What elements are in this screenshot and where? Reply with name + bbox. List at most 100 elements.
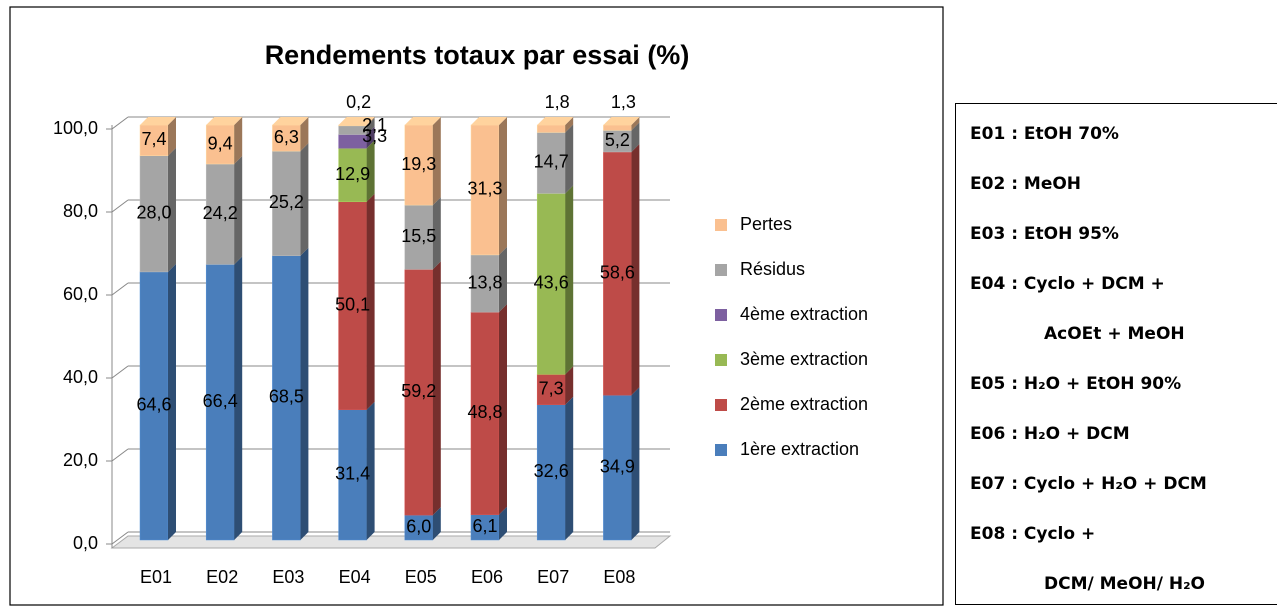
bar-side xyxy=(168,263,176,540)
bar-side xyxy=(366,140,375,202)
legend-swatch xyxy=(715,399,727,411)
legend-swatch xyxy=(715,354,727,366)
bar-side xyxy=(565,396,574,540)
data-label: 6,0 xyxy=(406,516,431,536)
bar-segment xyxy=(536,404,566,541)
data-label: 5,2 xyxy=(605,130,630,150)
bar-side xyxy=(631,143,640,396)
x-tick-label: E05 xyxy=(405,567,437,587)
data-label: 43,6 xyxy=(534,273,569,293)
bar-side xyxy=(631,122,640,152)
bar-top xyxy=(603,117,640,125)
x-tick-label: E06 xyxy=(471,567,503,587)
grid-line xyxy=(111,199,129,213)
legend-label: Pertes xyxy=(740,214,792,234)
bar-side xyxy=(366,117,375,126)
bar-side xyxy=(234,117,243,165)
solvent-line: E05 : H₂O + EtOH 90% xyxy=(970,374,1182,394)
grid-line xyxy=(111,282,129,296)
legend-swatch xyxy=(715,444,727,456)
bar-side xyxy=(168,147,176,272)
bar-side xyxy=(631,387,640,540)
floor xyxy=(110,535,672,549)
solvent-line: AcOEt + MeOH xyxy=(1044,324,1185,344)
bar-side xyxy=(234,156,243,265)
bar-side xyxy=(432,197,441,270)
data-label: 31,4 xyxy=(335,464,370,484)
data-label: 25,2 xyxy=(269,192,304,212)
data-label: 15,5 xyxy=(401,226,436,246)
bar-segment xyxy=(404,269,434,516)
bar-top xyxy=(140,117,176,125)
bar-segment xyxy=(404,124,434,206)
data-label: 2,1 xyxy=(362,115,387,135)
legend-label: 1ère extraction xyxy=(740,439,859,459)
bar-segment xyxy=(338,147,367,203)
bar-side xyxy=(366,126,375,149)
bar-side xyxy=(300,117,309,152)
solvent-line: E03 : EtOH 95% xyxy=(970,224,1119,244)
bar-side xyxy=(432,261,441,516)
bar-segment xyxy=(536,193,566,375)
bar-side xyxy=(499,304,507,515)
bar-side xyxy=(432,117,441,206)
data-label: 32,6 xyxy=(534,461,569,481)
bar-segment xyxy=(536,374,566,405)
legend-label: Résidus xyxy=(740,259,805,279)
bar-segment xyxy=(536,124,566,133)
data-label: 59,2 xyxy=(401,381,436,401)
bar-top xyxy=(338,117,375,125)
grid-line xyxy=(111,448,129,462)
x-tick-label: E02 xyxy=(206,567,238,587)
legend-label: 4ème extraction xyxy=(740,304,868,324)
data-label: 0,2 xyxy=(346,92,371,112)
bar-side xyxy=(432,507,441,540)
data-label: 1,3 xyxy=(611,92,636,112)
data-label: 13,8 xyxy=(467,272,502,292)
bar-top xyxy=(206,117,243,125)
data-label: 58,6 xyxy=(600,262,635,282)
solvent-line: DCM/ MeOH/ H₂O xyxy=(1044,574,1206,594)
bar-side xyxy=(366,117,375,135)
bar-segment xyxy=(603,394,632,541)
bar-segment xyxy=(338,409,367,541)
bar-side xyxy=(300,247,309,540)
legend-swatch xyxy=(715,219,727,231)
grid-line xyxy=(111,365,129,379)
bar-top xyxy=(272,117,309,125)
bar-side xyxy=(565,124,574,194)
data-label: 48,8 xyxy=(467,402,502,422)
data-label: 3,3 xyxy=(362,126,387,146)
bar-segment xyxy=(205,163,235,265)
data-label: 12,9 xyxy=(335,164,370,184)
data-label: 6,3 xyxy=(274,127,299,147)
bar-top xyxy=(471,117,507,125)
data-label: 6,1 xyxy=(472,516,497,536)
data-label: 7,3 xyxy=(539,378,564,398)
legend-label: 2ème extraction xyxy=(740,394,868,414)
data-label: 1,8 xyxy=(545,92,570,112)
bar-side xyxy=(565,185,574,375)
bar-side xyxy=(300,143,309,256)
solvent-line: E04 : Cyclo + DCM + xyxy=(970,274,1165,294)
y-tick-label: 0,0 xyxy=(73,533,98,553)
chart-title: Rendements totaux par essai (%) xyxy=(265,40,690,70)
bar-segment xyxy=(603,151,632,396)
data-label: 7,4 xyxy=(141,129,166,149)
grid-line xyxy=(111,116,129,130)
bar-side xyxy=(631,117,640,131)
solvent-line: E01 : EtOH 70% xyxy=(970,124,1119,144)
data-label: 14,7 xyxy=(534,152,569,172)
bar-side xyxy=(168,117,176,156)
grid-line xyxy=(111,531,129,545)
bar-side xyxy=(499,246,507,313)
bar-top xyxy=(537,117,574,125)
bar-segment xyxy=(272,150,301,256)
bar-side xyxy=(499,117,507,255)
chart: Rendements totaux par essai (%) 0,0 20,0 4… xyxy=(9,6,944,606)
bar-segment xyxy=(139,155,169,273)
bar-segment xyxy=(272,255,301,541)
data-label: 68,5 xyxy=(269,387,304,407)
bar-top xyxy=(404,117,441,125)
